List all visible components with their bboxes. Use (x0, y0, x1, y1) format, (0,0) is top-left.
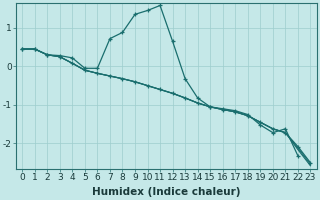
X-axis label: Humidex (Indice chaleur): Humidex (Indice chaleur) (92, 187, 241, 197)
